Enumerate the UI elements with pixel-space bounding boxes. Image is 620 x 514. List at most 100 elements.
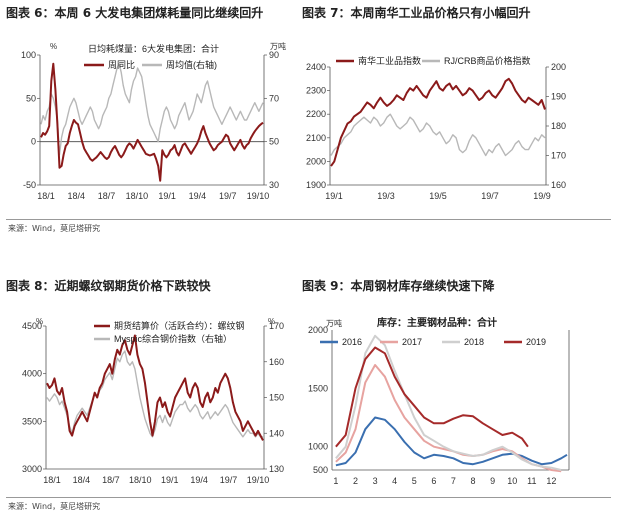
y-right-tick-label: 160 — [551, 180, 566, 190]
x-tick-label: 10 — [507, 476, 517, 486]
x-tick-label: 18/10 — [126, 191, 149, 201]
x-tick-label: 19/7 — [481, 191, 499, 201]
legend-item-yoy: 周同比 — [108, 59, 135, 70]
y-tick-label: 2300 — [306, 86, 326, 96]
x-tick-label: 19/7 — [219, 191, 237, 201]
x-tick-label: 19/4 — [189, 191, 207, 201]
y-tick-label: 4500 — [22, 321, 42, 331]
y-right-tick-label: 30 — [269, 180, 279, 190]
y-right-tick-label: 200 — [551, 62, 566, 72]
source-note: 来源：Wind，莫尼塔研究 — [8, 502, 101, 511]
x-tick-label: 19/1 — [158, 191, 176, 201]
x-tick-label: 18/4 — [68, 191, 86, 201]
y-axis-unit-left: % — [36, 317, 43, 326]
y-right-tick-label: 170 — [551, 151, 566, 161]
x-tick-label: 6 — [431, 476, 436, 486]
y-right-tick-label: 160 — [269, 357, 284, 367]
legend-item-2017: 2017 — [402, 337, 422, 347]
y-right-tick-label: 140 — [269, 428, 284, 438]
y-right-tick-label: 130 — [269, 464, 284, 474]
y-right-tick-label: 180 — [551, 121, 566, 131]
chart-subtitle: 日均耗煤量：6大发电集团：合计 — [88, 43, 219, 54]
y-tick-label: 2000 — [306, 156, 326, 166]
x-tick-label: 11 — [527, 476, 536, 486]
legend-item-rebar-futures: 期货结算价（活跃合约）：螺纹钢 — [114, 320, 245, 331]
legend-item-rj-crb: RJ/CRB商品价格指数 — [444, 55, 531, 66]
y-axis-unit-right: % — [268, 317, 275, 326]
x-tick-label: 19/1 — [161, 475, 179, 485]
series-line-2016 — [335, 416, 568, 467]
series-line-weekly-average — [40, 63, 264, 156]
y-tick-label: 1500 — [308, 383, 328, 393]
x-tick-label: 18/1 — [37, 191, 55, 201]
chart-title-fig6: 图表 6：本周 6 大发电集团煤耗量同比继续回升 — [6, 6, 264, 20]
legend-item-myspic: Myspic综合钢价指数（右轴） — [114, 333, 232, 344]
y-tick-label: 2000 — [308, 325, 328, 335]
x-tick-label: 18/1 — [43, 475, 61, 485]
y-right-tick-label: 150 — [269, 393, 284, 403]
x-tick-label: 19/4 — [190, 475, 208, 485]
y-tick-label: 0 — [31, 137, 36, 147]
series-line-2017 — [335, 364, 562, 473]
y-tick-label: 100 — [21, 50, 36, 60]
y-tick-label: 4000 — [22, 369, 42, 379]
y-tick-label: 500 — [313, 465, 328, 475]
y-right-tick-label: 170 — [269, 321, 284, 331]
y-tick-label: 2100 — [306, 133, 326, 143]
y-tick-label: 50 — [26, 93, 36, 103]
series-line-2019 — [335, 346, 529, 448]
y-tick-label: 2400 — [306, 62, 326, 72]
y-right-tick-label: 90 — [269, 50, 279, 60]
x-tick-label: 5 — [412, 476, 417, 486]
series-line-2018 — [335, 334, 562, 471]
x-tick-label: 18/7 — [98, 191, 116, 201]
x-tick-label: 19/3 — [377, 191, 395, 201]
chart-title-fig7: 图表 7：本周南华工业品价格只有小幅回升 — [302, 6, 531, 20]
x-tick-label: 19/10 — [247, 475, 270, 485]
legend-item-weekly-average: 周均值(右轴) — [166, 59, 217, 70]
separator-rule — [6, 497, 611, 498]
x-tick-label: 1 — [333, 476, 338, 486]
x-tick-label: 12 — [546, 476, 556, 486]
x-tick-label: 19/7 — [220, 475, 238, 485]
y-tick-label: 3500 — [22, 416, 42, 426]
x-tick-label: 19/1 — [325, 191, 343, 201]
series-line-nanhua — [330, 77, 546, 167]
y-right-tick-label: 190 — [551, 92, 566, 102]
x-tick-label: 18/7 — [102, 475, 120, 485]
y-tick-label: -50 — [23, 180, 36, 190]
y-axis-unit-right: 万吨 — [270, 41, 286, 51]
separator-rule — [6, 219, 611, 220]
x-tick-label: 19/10 — [247, 191, 270, 201]
x-tick-label: 3 — [373, 476, 378, 486]
y-right-tick-label: 50 — [269, 137, 279, 147]
y-axis-unit: 万吨 — [326, 318, 342, 328]
legend-item-2016: 2016 — [342, 337, 362, 347]
x-tick-label: 19/5 — [429, 191, 447, 201]
series-line-rebar-futures — [46, 334, 264, 441]
y-tick-label: 2200 — [306, 109, 326, 119]
y-axis-unit-left: % — [50, 42, 57, 51]
x-tick-label: 19/9 — [533, 191, 551, 201]
series-line-yoy — [40, 62, 264, 182]
x-tick-label: 18/4 — [73, 475, 91, 485]
x-tick-label: 9 — [490, 476, 495, 486]
chart-title-fig9: 图表 9：本周钢材库存继续快速下降 — [302, 279, 495, 293]
y-right-tick-label: 70 — [269, 93, 279, 103]
source-note: 来源：Wind，莫尼塔研究 — [8, 224, 101, 233]
x-tick-label: 4 — [392, 476, 397, 486]
legend-item-2019: 2019 — [526, 337, 546, 347]
chart-title-fig8: 图表 8：近期螺纹钢期货价格下跌较快 — [6, 279, 211, 293]
y-tick-label: 1000 — [308, 442, 328, 452]
x-tick-label: 8 — [471, 476, 476, 486]
x-tick-label: 7 — [451, 476, 456, 486]
series-line-myspic — [46, 350, 263, 438]
y-tick-label: 1900 — [306, 180, 326, 190]
chart-subtitle: 库存：主要钢材品种：合计 — [377, 316, 497, 329]
x-tick-label: 18/10 — [129, 475, 152, 485]
legend-item-2018: 2018 — [464, 337, 484, 347]
legend-item-nanhua: 南华工业品指数 — [358, 55, 421, 66]
series-line-rj-crb — [330, 113, 546, 157]
x-tick-label: 2 — [353, 476, 358, 486]
